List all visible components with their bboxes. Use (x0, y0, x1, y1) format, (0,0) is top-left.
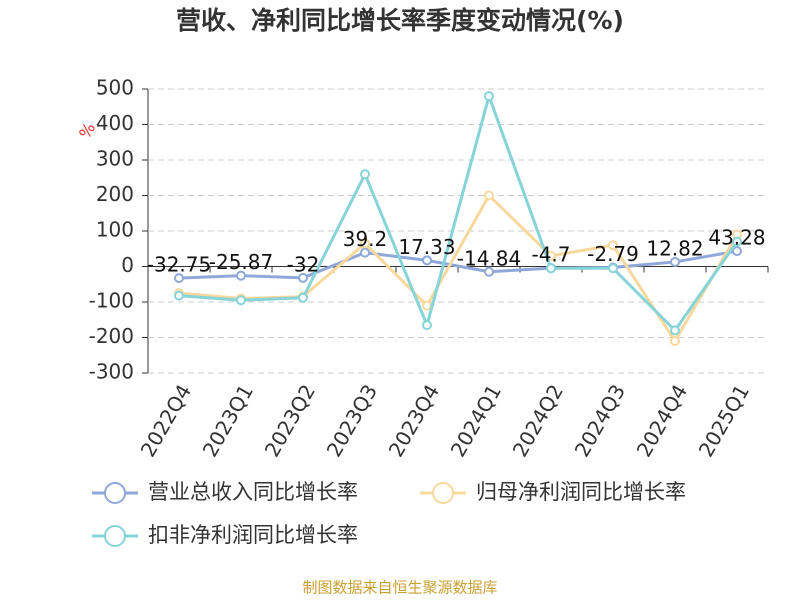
y-tick-label: 0 (121, 253, 134, 277)
x-tick-label: 2024Q4 (632, 380, 692, 461)
data-label: -4.7 (531, 243, 570, 267)
x-tick-label: 2025Q1 (694, 380, 754, 461)
y-tick-label: -100 (89, 289, 134, 313)
data-label: -32.75 (147, 253, 211, 277)
legend-label: 扣非净利润同比增长率 (148, 523, 358, 547)
data-point (732, 236, 742, 247)
data-point (670, 325, 680, 336)
data-point (422, 320, 432, 331)
data-point (236, 295, 246, 306)
x-tick-label: 2024Q2 (508, 380, 568, 461)
legend-marker (104, 525, 126, 547)
y-tick-label: -300 (89, 360, 134, 384)
data-point (484, 190, 494, 201)
data-point (608, 263, 618, 274)
data-point (174, 290, 184, 301)
data-label: -25.87 (209, 250, 273, 274)
data-point (360, 238, 370, 249)
y-tick-label: -200 (89, 324, 134, 348)
data-point (422, 255, 432, 266)
data-label: 39.2 (343, 227, 388, 251)
x-tick-label: 2024Q1 (446, 380, 506, 461)
data-point (174, 273, 184, 284)
data-label: -2.79 (587, 242, 639, 266)
x-tick-label: 2024Q3 (570, 380, 630, 461)
data-point (298, 292, 308, 303)
x-tick-label: 2023Q4 (384, 380, 444, 461)
data-label: -32 (287, 252, 320, 276)
data-point (360, 169, 370, 180)
data-point (732, 246, 742, 257)
data-point (484, 266, 494, 277)
x-tick-label: 2023Q3 (322, 380, 382, 461)
y-tick-label: 200 (96, 182, 134, 206)
data-point (422, 300, 432, 311)
data-point (670, 336, 680, 347)
data-label: -14.84 (457, 246, 521, 270)
legend-marker (432, 482, 454, 504)
data-point (360, 247, 370, 258)
data-point (608, 240, 618, 251)
x-tick-label: 2023Q1 (198, 380, 258, 461)
y-tick-label: 100 (96, 218, 134, 242)
data-point (670, 256, 680, 267)
source-note: 制图数据来自恒生聚源数据库 (302, 579, 497, 597)
data-label: 12.82 (646, 236, 703, 260)
data-label: 43.28 (708, 226, 765, 250)
y-tick-label: 300 (96, 147, 134, 171)
x-tick-label: 2023Q2 (260, 380, 320, 461)
y-tick-label: 400 (96, 111, 134, 135)
chart-title: 营收、净利同比增长率季度变动情况(%) (176, 6, 624, 35)
data-label: 17.33 (398, 235, 455, 259)
legend-label: 归母净利润同比增长率 (476, 480, 686, 504)
series-line (178, 249, 738, 280)
series-line (178, 91, 739, 333)
data-point (484, 91, 494, 102)
data-point (546, 263, 556, 274)
x-tick-label: 2022Q4 (136, 380, 196, 461)
legend-label: 营业总收入同比增长率 (148, 480, 358, 504)
legend-marker (104, 482, 126, 504)
data-point (298, 272, 308, 283)
y-tick-label: 500 (96, 76, 134, 100)
data-point (236, 270, 246, 281)
